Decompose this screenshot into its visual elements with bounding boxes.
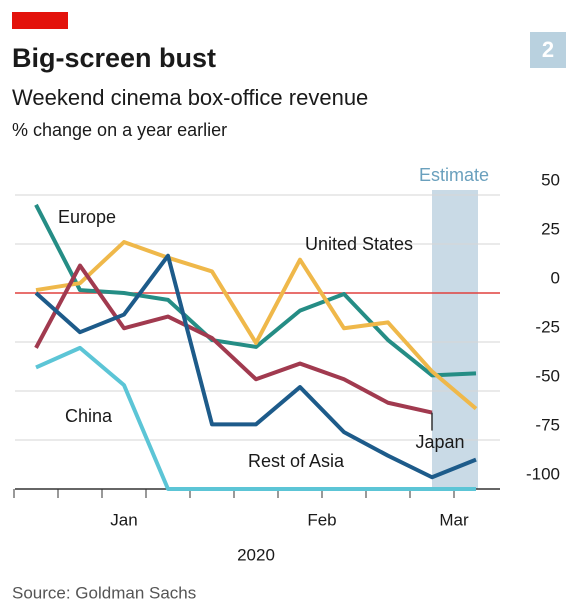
badge-box: [530, 32, 566, 68]
x-tick-label: Jan: [110, 510, 137, 529]
x-year: 2020: [237, 545, 275, 564]
series-line: [34, 203, 477, 378]
y-tick-label: 0: [551, 268, 560, 287]
estimate-band: [432, 190, 478, 489]
y-tick-label: -75: [535, 415, 560, 434]
series-line: [35, 240, 478, 411]
y-tick-label: -100: [526, 464, 560, 483]
source: Source: Goldman Sachs: [12, 583, 196, 602]
series-label: China: [65, 406, 113, 426]
series-label: Rest of Asia: [248, 451, 345, 471]
series-label: Europe: [58, 207, 116, 227]
series-label: Japan: [415, 432, 464, 452]
estimate-label: Estimate: [419, 165, 489, 185]
series-line: [34, 253, 477, 480]
y-tick-label: 25: [541, 219, 560, 238]
y-tick-label: -25: [535, 317, 560, 336]
y-tick-label: -50: [535, 366, 560, 385]
axis-label: % change on a year earlier: [12, 120, 227, 140]
chart-title: Big-screen bust: [12, 43, 216, 73]
y-tick-label: 50: [541, 170, 560, 189]
series-line: [35, 345, 476, 491]
series-line: [34, 263, 433, 415]
x-tick-label: Feb: [307, 510, 336, 529]
brand-bar: [12, 12, 68, 29]
x-tick-label: Mar: [439, 510, 469, 529]
badge: 2: [542, 37, 554, 62]
subtitle: Weekend cinema box-office revenue: [12, 85, 368, 110]
series-label: United States: [305, 234, 413, 254]
